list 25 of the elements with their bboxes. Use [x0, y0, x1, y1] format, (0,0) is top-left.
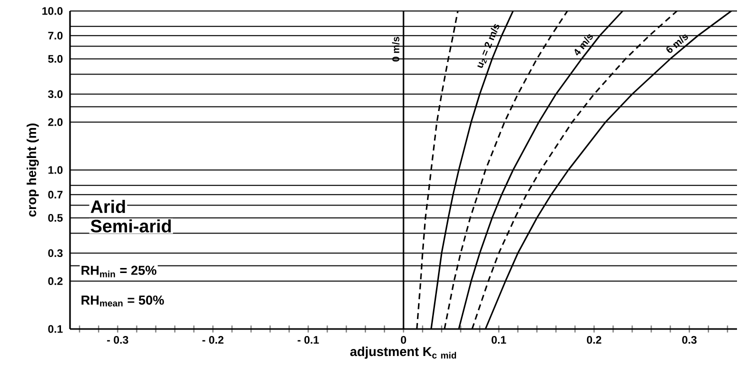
y-tick-label: 5.0 — [48, 54, 63, 63]
y-tick-label: 0.1 — [48, 325, 63, 333]
y-tick-label: 7.0 — [48, 32, 63, 40]
y-tick-label: 10.0 — [42, 7, 63, 15]
x-axis-title: $\mathbf{adjustment\ K_{c\ mid}}$ — [350, 346, 456, 359]
x-tick-label: 0 — [400, 336, 406, 344]
y-tick-label: 0.2 — [48, 277, 63, 286]
text: 6 m/s — [666, 34, 688, 53]
annotation: Arid — [90, 200, 125, 214]
x-tick-label: - 0.1 — [298, 336, 319, 344]
annotation: Semi-arid — [90, 219, 171, 232]
y-tick-label: 0.3 — [48, 249, 63, 258]
y-tick-label: 3.0 — [48, 90, 63, 98]
y-axis-title: crop height (m) — [26, 124, 39, 217]
x-tick-label: 0.1 — [492, 336, 506, 344]
y-tick-label: 1.0 — [48, 166, 63, 174]
y-tick-label: 2.0 — [48, 118, 63, 126]
y-tick-label: 0.7 — [48, 190, 63, 199]
x-tick-label: - 0.3 — [107, 336, 128, 344]
x-tick-label: - 0.2 — [202, 336, 224, 344]
y-tick-label: 0.5 — [48, 214, 63, 222]
x-tick-label: 0.2 — [586, 336, 602, 344]
annotation: RH$_{mean}$ = 50% — [82, 296, 164, 306]
annotation: RH$_{min}$ = 25% — [82, 266, 156, 278]
x-tick-label: 0.3 — [682, 336, 697, 344]
